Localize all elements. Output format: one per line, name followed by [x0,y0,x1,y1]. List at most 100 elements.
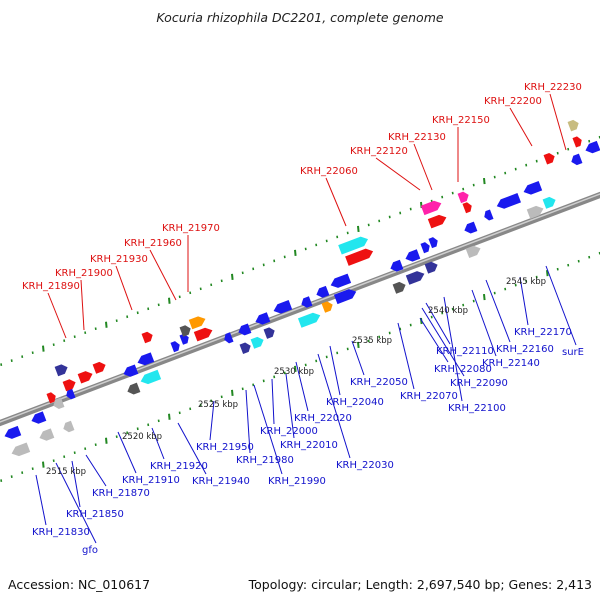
forward-gene-label[interactable]: KRH_22120 [350,146,408,157]
gene-arrow[interactable] [572,135,583,148]
reverse-gene-label[interactable]: KRH_21950 [196,442,254,453]
forward-gene-label[interactable]: KRH_21960 [124,238,182,249]
forward-gene-label[interactable]: KRH_22150 [432,115,490,126]
gene-arrow[interactable] [338,234,370,255]
gene-arrow[interactable] [428,236,439,249]
gene-arrow[interactable] [543,152,557,165]
gene-arrow[interactable] [345,247,375,266]
tick-layer [0,135,600,482]
gene-arrow[interactable] [321,300,335,313]
gene-arrow[interactable] [179,333,190,345]
forward-gene-label[interactable]: KRH_21890 [22,281,80,292]
reverse-gene-label[interactable]: KRH_22020 [294,413,352,424]
gene-arrow[interactable] [392,280,408,294]
forward-gene-label[interactable]: KRH_22130 [388,132,446,143]
forward-gene-label[interactable]: KRH_21930 [90,254,148,265]
gene-arrow[interactable] [64,388,76,400]
gene-arrow[interactable] [420,241,431,254]
reverse-gene-label[interactable]: KRH_22000 [260,426,318,437]
leader-line-reverse [519,276,529,326]
reverse-gene-label[interactable]: KRH_22100 [448,403,506,414]
gene-arrow[interactable] [3,425,22,441]
gene-arrow[interactable] [10,442,31,459]
reverse-gene-label[interactable]: KRH_22140 [482,358,540,369]
forward-gene-label[interactable]: KRH_21900 [55,268,113,279]
forward-gene-label[interactable]: KRH_22060 [300,166,358,177]
gene-arrow[interactable] [405,269,426,285]
reverse-gene-label[interactable]: KRH_22070 [400,391,458,402]
gene-arrow[interactable] [126,382,141,397]
reverse-gene-label[interactable]: KRH_21910 [122,475,180,486]
forward-gene-label[interactable]: KRH_21970 [162,223,220,234]
gene-arrow[interactable] [170,340,181,353]
gene-arrow[interactable] [542,195,558,209]
gene-arrow[interactable] [567,118,581,132]
gene-arrow[interactable] [250,335,266,349]
reverse-gene-label[interactable]: KRH_22170 [514,327,572,338]
reverse-gene-label[interactable]: KRH_22050 [350,377,408,388]
reverse-gene-label[interactable]: KRH_22010 [280,440,338,451]
gene-arrow[interactable] [300,296,313,309]
gene-arrow[interactable] [46,391,57,404]
gene-arrow[interactable] [222,332,234,344]
gene-arrow[interactable] [122,364,139,378]
gene-arrow[interactable] [77,369,95,384]
gene-arrow[interactable] [584,140,600,155]
gene-arrow[interactable] [188,314,208,330]
gene-arrow[interactable] [237,323,252,337]
gene-arrow[interactable] [315,285,330,300]
gene-arrow[interactable] [570,153,583,167]
gene-arrow[interactable] [139,369,162,386]
gene-arrow[interactable] [179,324,193,337]
forward-gene-label[interactable]: KRH_22200 [484,96,542,107]
gene-arrow[interactable] [254,312,271,326]
reverse-gene-label[interactable]: KRH_21830 [32,527,90,538]
gene-arrow[interactable] [329,273,352,290]
gene-arrow[interactable] [272,299,293,316]
reverse-gene-label[interactable]: KRH_21940 [192,476,250,487]
gene-arrow[interactable] [482,209,494,221]
reverse-gene-label[interactable]: KRH_21990 [268,476,326,487]
gene-arrow[interactable] [30,411,47,425]
gene-arrow[interactable] [62,420,75,434]
gene-arrow[interactable] [92,360,108,374]
gene-arrow[interactable] [52,397,65,411]
gene-arrow[interactable] [38,428,55,442]
reverse-gene-label[interactable]: KRH_21850 [66,509,124,520]
gene-arrow[interactable] [141,330,155,344]
gene-arrow[interactable] [62,378,78,392]
forward-gene-label[interactable]: KRH_22230 [524,82,582,93]
gene-arrow[interactable] [239,341,253,354]
gene-arrow[interactable] [136,352,155,367]
reverse-gene-label[interactable]: KRH_21980 [236,455,294,466]
reverse-gene-label[interactable]: KRH_22110 [436,346,494,357]
gene-arrow[interactable] [193,326,214,342]
gene-arrow[interactable] [462,201,473,214]
reverse-gene-label[interactable]: KRH_21870 [92,488,150,499]
gene-arrow[interactable] [263,326,277,339]
gene-arrow[interactable] [54,363,70,377]
reverse-gene-label[interactable]: KRH_22080 [434,364,492,375]
reverse-gene-label[interactable]: KRH_22040 [326,397,384,408]
gene-arrow[interactable] [465,244,483,259]
reverse-gene-label[interactable]: surE [562,347,584,358]
gene-arrow[interactable] [526,204,546,219]
gene-arrow[interactable] [463,221,478,236]
reverse-gene-label[interactable]: gfo [82,545,98,556]
reverse-gene-label[interactable]: KRH_22160 [496,344,554,355]
gene-arrow[interactable] [427,213,448,229]
gene-arrow[interactable] [420,199,443,216]
gene-arrow[interactable] [424,260,440,274]
gene-arrow[interactable] [333,287,358,305]
gene-arrow[interactable] [404,249,421,263]
gene-arrow[interactable] [389,259,404,274]
reverse-gene-label[interactable]: KRH_21920 [150,461,208,472]
backbone-highlight [0,193,600,423]
gene-arrow[interactable] [297,311,322,328]
gene-arrow[interactable] [522,180,543,197]
gene-arrow[interactable] [495,193,521,211]
gene-arrow[interactable] [457,190,471,204]
reverse-gene-label[interactable]: KRH_22090 [450,378,508,389]
reverse-gene-label[interactable]: KRH_22030 [336,460,394,471]
